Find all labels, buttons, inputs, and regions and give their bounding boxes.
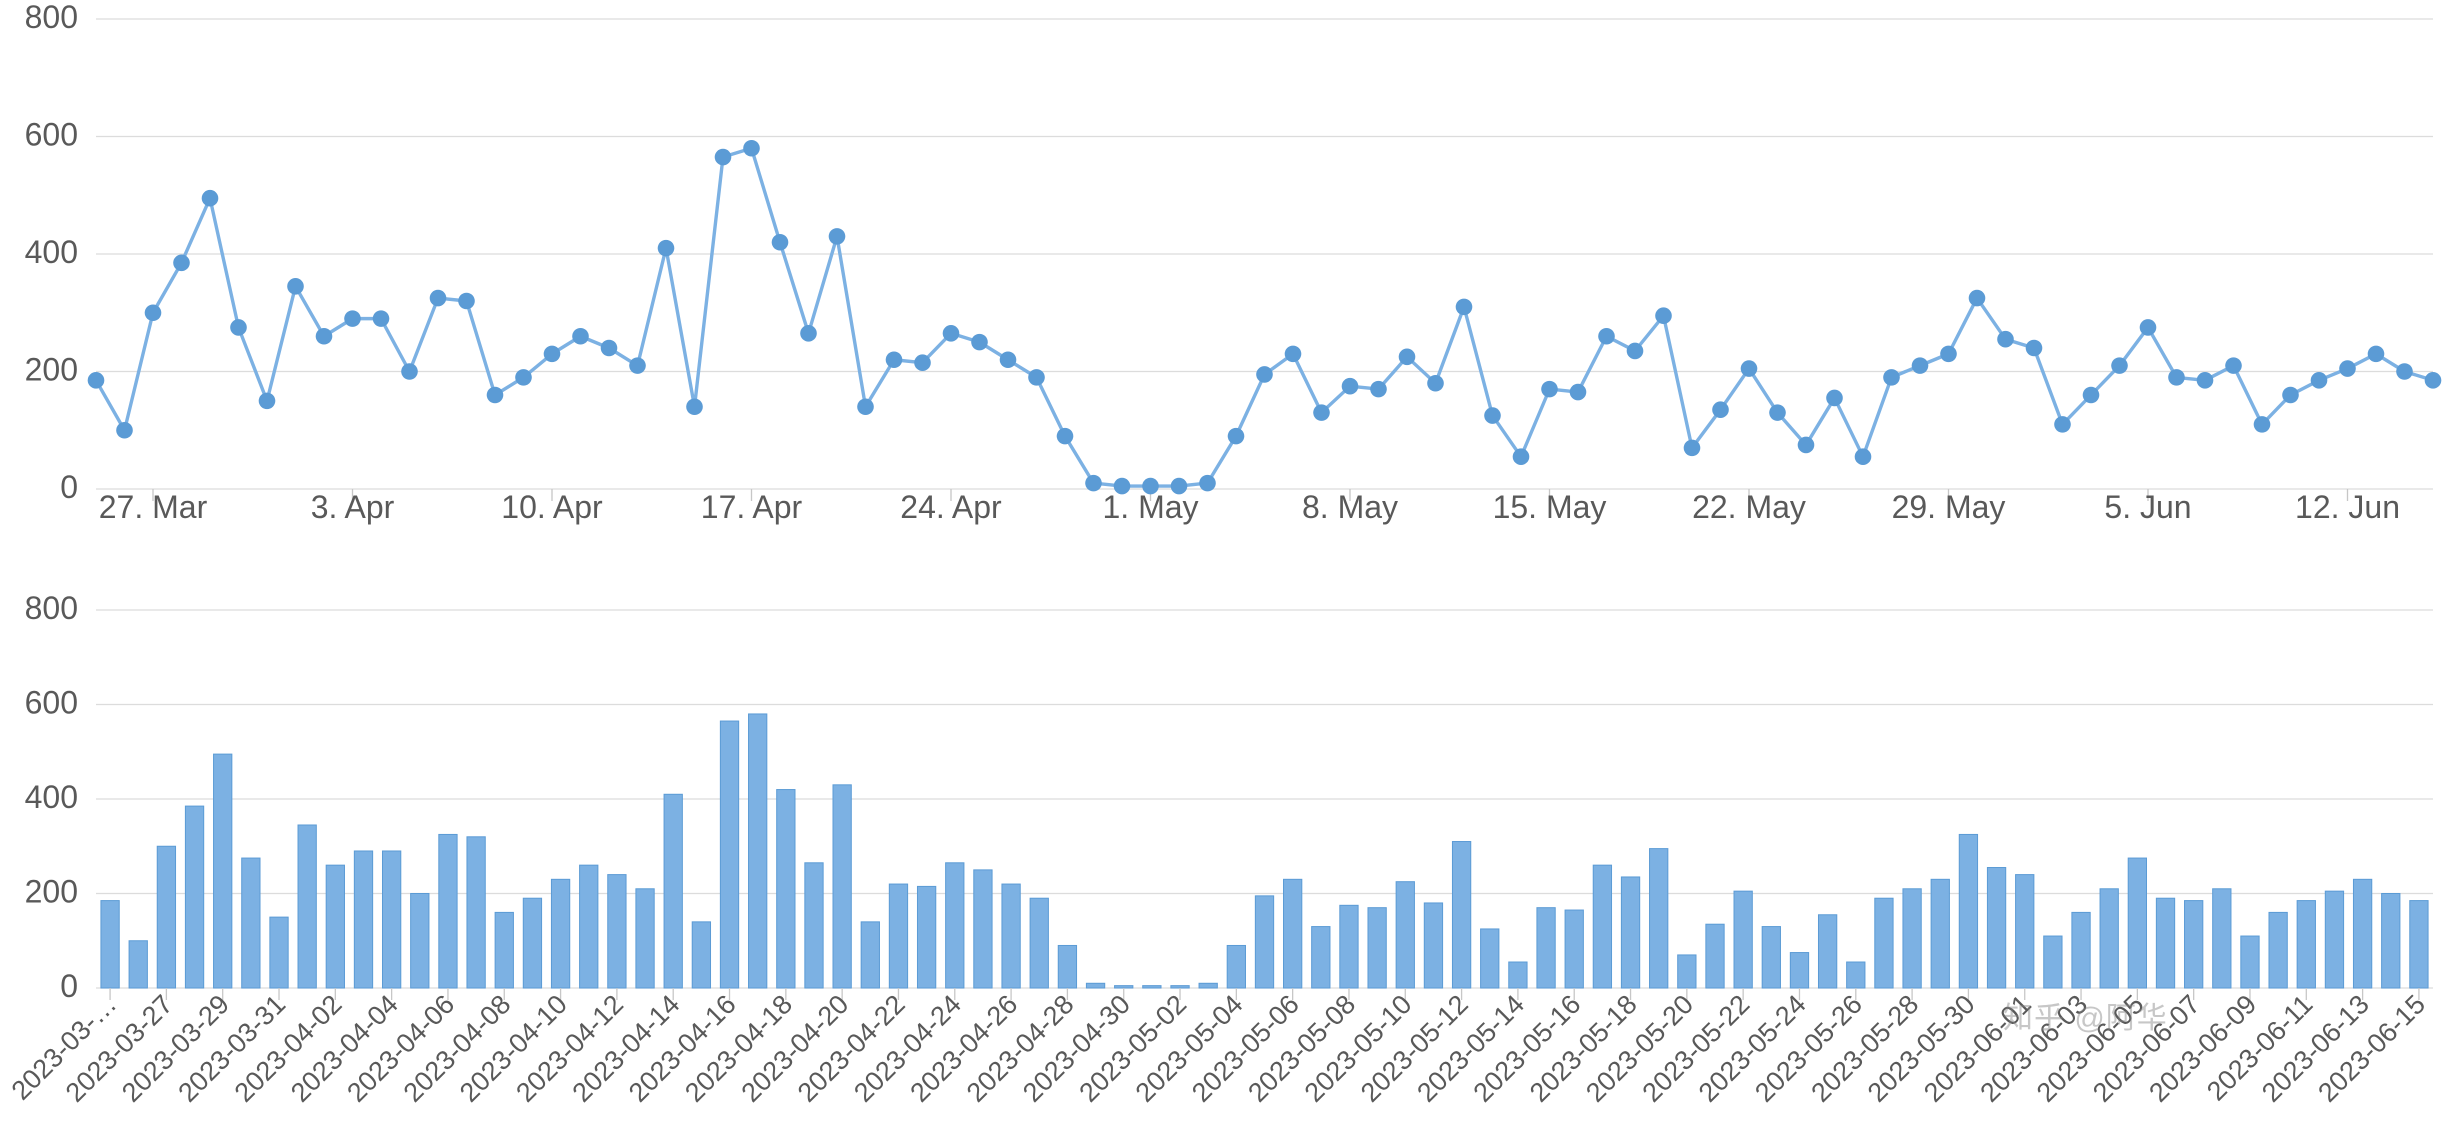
svg-text:200: 200 xyxy=(25,874,78,910)
svg-text:24. Apr: 24. Apr xyxy=(900,489,1002,525)
svg-text:5. Jun: 5. Jun xyxy=(2104,489,2191,525)
svg-text:22. May: 22. May xyxy=(1692,489,1806,525)
svg-text:10. Apr: 10. Apr xyxy=(501,489,603,525)
svg-text:15. May: 15. May xyxy=(1493,489,1607,525)
svg-text:0: 0 xyxy=(60,469,78,505)
svg-text:12. Jun: 12. Jun xyxy=(2295,489,2400,525)
svg-text:600: 600 xyxy=(25,685,78,721)
svg-text:0: 0 xyxy=(60,968,78,1004)
svg-text:800: 800 xyxy=(25,0,78,35)
svg-text:800: 800 xyxy=(25,590,78,626)
svg-text:200: 200 xyxy=(25,352,78,388)
svg-text:400: 400 xyxy=(25,779,78,815)
svg-text:400: 400 xyxy=(25,234,78,270)
svg-text:1. May: 1. May xyxy=(1102,489,1198,525)
svg-text:3. Apr: 3. Apr xyxy=(311,489,395,525)
svg-text:8. May: 8. May xyxy=(1302,489,1398,525)
svg-text:29. May: 29. May xyxy=(1892,489,2006,525)
svg-text:17. Apr: 17. Apr xyxy=(701,489,803,525)
svg-text:27. Mar: 27. Mar xyxy=(99,489,208,525)
svg-text:600: 600 xyxy=(25,117,78,153)
